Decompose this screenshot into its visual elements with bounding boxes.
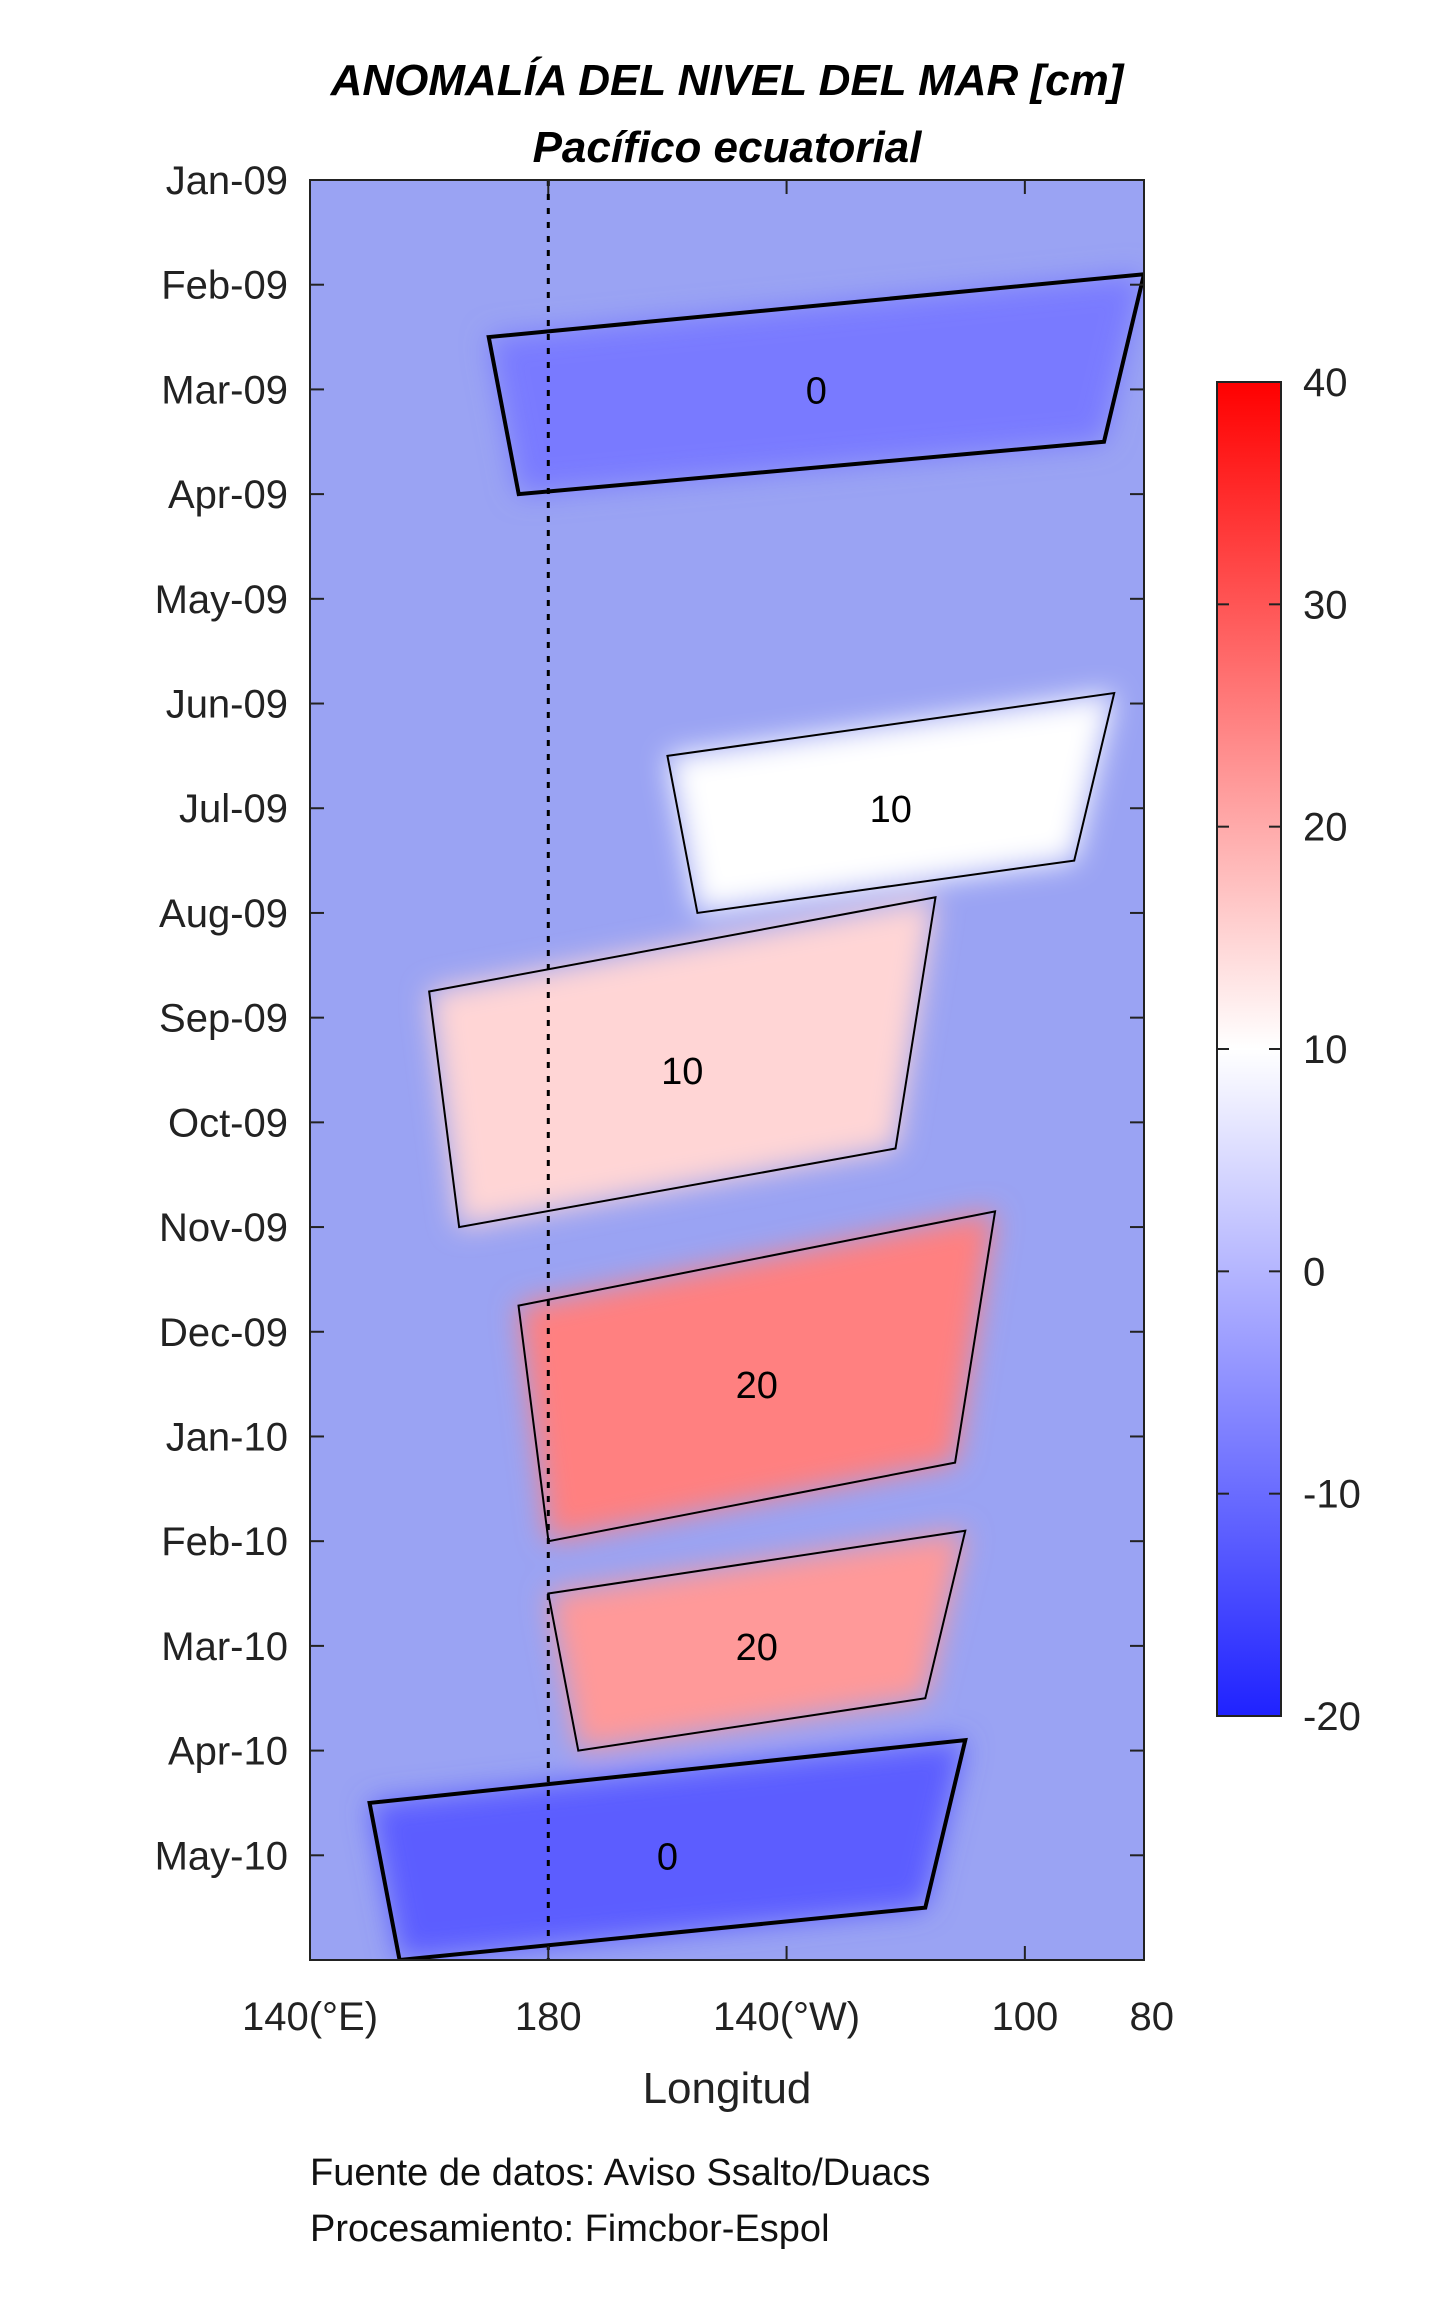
colorbar-tick-label: 40 [1303, 361, 1348, 405]
colorbar-tick-label: 10 [1303, 1028, 1348, 1072]
anomaly-region [429, 897, 936, 1228]
y-tick-label: Apr-10 [168, 1730, 288, 1774]
y-tick-label: May-10 [155, 1834, 288, 1878]
processing-note: Procesamiento: Fimcbor-Espol [310, 2208, 830, 2250]
x-tick-label: 80 [1130, 1995, 1175, 2039]
contour-lines: 20 20 10 10 0 0 [367, 272, 1144, 1960]
contour-line [367, 1737, 968, 1960]
chart-subtitle: Pacífico ecuatorial [533, 123, 923, 172]
y-tick-label: Nov-09 [159, 1206, 288, 1250]
y-tick-label: Jan-10 [166, 1415, 288, 1459]
y-tick-label: Apr-09 [168, 473, 288, 517]
y-tick-label: Oct-09 [168, 1101, 288, 1145]
anomaly-region [369, 1740, 966, 1960]
x-tick-label: 100 [991, 1995, 1058, 2039]
contour-line [547, 1529, 967, 1752]
colorbar: 40 30 20 10 0 -10 -20 [1216, 361, 1361, 1739]
contour-label: 10 [661, 1051, 703, 1093]
contour-label: 10 [870, 789, 912, 831]
y-tick-label: May-09 [155, 578, 288, 622]
contour-line [428, 895, 937, 1229]
contour-line [517, 1210, 997, 1543]
y-tick-label: Sep-09 [159, 997, 288, 1041]
y-tick-label: Jun-09 [166, 683, 288, 727]
chart-title: ANOMALÍA DEL NIVEL DEL MAR [cm] [330, 55, 1125, 105]
y-axis: Jan-09 Feb-09 Mar-09 Apr-09 May-09 Jun-09 Jul-… [155, 159, 1144, 1878]
data-source-note: Fuente de datos: Aviso Ssalto/Duacs [310, 2152, 931, 2194]
anomaly-region [667, 693, 1115, 913]
y-tick-label: Feb-10 [161, 1520, 288, 1564]
anomaly-region [518, 1211, 996, 1542]
colorbar-tick-label: 30 [1303, 583, 1348, 627]
colorbar-tick-label: -10 [1303, 1473, 1361, 1517]
anomaly-field [369, 274, 1144, 1960]
colorbar-tick-label: 0 [1303, 1250, 1325, 1294]
y-tick-label: Jul-09 [179, 787, 288, 831]
contour-line [486, 272, 1144, 497]
contour-label: 0 [657, 1836, 678, 1878]
x-tick-label: 180 [515, 1995, 582, 2039]
y-tick-label: Dec-09 [159, 1311, 288, 1355]
contour-label: 0 [806, 370, 827, 412]
contour-label: 20 [736, 1627, 778, 1669]
x-axis: 140(°E) 180 140(°W) 100 80 [242, 180, 1174, 2039]
anomaly-region [488, 274, 1144, 495]
y-tick-label: Jan-09 [166, 159, 288, 203]
anomaly-region [548, 1530, 966, 1751]
x-axis-label: Longitud [643, 2064, 812, 2113]
x-tick-label: 140(°E) [242, 1995, 378, 2039]
contour-line [666, 691, 1116, 915]
plot-area: 20 20 10 10 0 0 [310, 180, 1144, 1960]
y-tick-label: Aug-09 [159, 892, 288, 936]
colorbar-ticks: 40 30 20 10 0 -10 -20 [1217, 361, 1361, 1739]
y-tick-label: Mar-09 [161, 368, 288, 412]
contour-label: 20 [736, 1365, 778, 1407]
y-tick-label: Feb-09 [161, 264, 288, 308]
colorbar-tick-label: 20 [1303, 806, 1348, 850]
plot-frame [309, 179, 1145, 1961]
y-tick-label: Mar-10 [161, 1625, 288, 1669]
x-tick-label: 140(°W) [713, 1995, 860, 2039]
colorbar-tick-label: -20 [1303, 1695, 1361, 1739]
